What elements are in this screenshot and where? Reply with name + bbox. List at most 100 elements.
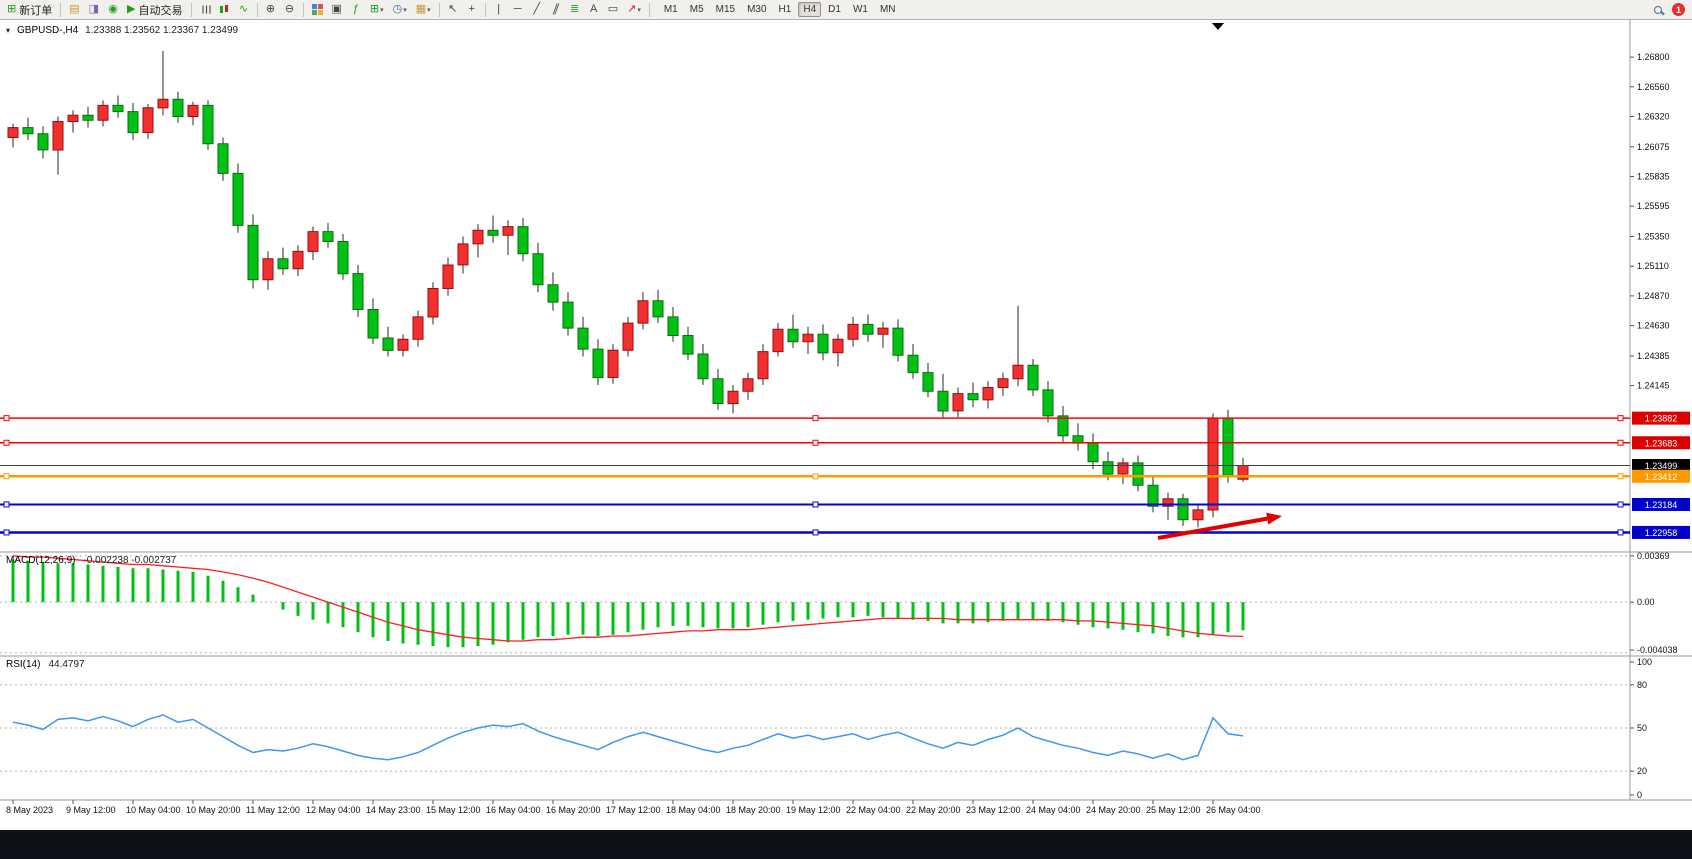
zoom-in-icon: ⊕ xyxy=(265,3,276,15)
line-handle[interactable] xyxy=(1617,473,1624,480)
chart-bars-button[interactable]: ☰ xyxy=(196,1,214,18)
line-handle[interactable] xyxy=(1617,501,1624,508)
line-handle[interactable] xyxy=(1617,439,1624,446)
arrows-tool-button[interactable]: ↗ ▾ xyxy=(623,1,645,18)
line-handle[interactable] xyxy=(3,501,10,508)
channel-icon: ∥ xyxy=(550,3,561,15)
chart-candles-button[interactable] xyxy=(215,1,234,18)
trendline-button[interactable]: ╱ xyxy=(528,1,546,18)
rsi-axis-label: 50 xyxy=(1637,723,1647,733)
price-tick-label: 1.24630 xyxy=(1637,321,1670,331)
arrow-shaft[interactable] xyxy=(1157,516,1268,540)
line-handle[interactable] xyxy=(1617,529,1624,536)
candles-layer xyxy=(7,50,1249,528)
label-tool-button[interactable]: ▭ xyxy=(604,1,622,18)
horizontal-line-button[interactable]: ─ xyxy=(509,1,527,18)
rsi-axis-label: 100 xyxy=(1637,657,1652,667)
time-tick-label: 14 May 23:00 xyxy=(366,805,421,815)
channel-button[interactable]: ∥ xyxy=(547,1,565,18)
indicators-list-button[interactable]: ƒ xyxy=(347,1,365,18)
chart-canvas[interactable]: 1.26800 1.26560 1.26320 1.26075 1.25835 1.255… xyxy=(0,20,1692,830)
line-handle[interactable] xyxy=(1617,415,1624,422)
line-handle[interactable] xyxy=(3,415,10,422)
profiles-button[interactable]: ◨ xyxy=(85,1,103,18)
time-tick-label: 23 May 12:00 xyxy=(966,805,1021,815)
bar-chart-icon: ☰ xyxy=(199,4,211,15)
timeframe-d1[interactable]: D1 xyxy=(828,4,841,15)
fibonacci-icon: ≣ xyxy=(570,3,580,15)
price-tick-label: 1.24870 xyxy=(1637,291,1670,301)
line-handle[interactable] xyxy=(812,473,819,480)
time-tick-label: 16 May 20:00 xyxy=(546,805,601,815)
chart-shift-marker xyxy=(1212,23,1224,30)
bearish-candles xyxy=(22,98,1234,521)
symbol-header: ▾ GBPUSD-,H4 1.23388 1.23562 1.23367 1.2… xyxy=(6,25,238,36)
line-handle[interactable] xyxy=(812,415,819,422)
timeframe-h4[interactable]: H4 xyxy=(798,2,822,17)
time-tick-label: 12 May 04:00 xyxy=(306,805,361,815)
time-tick-label: 11 May 12:00 xyxy=(246,805,300,815)
fibonacci-button[interactable]: ≣ xyxy=(566,1,584,18)
price-tick-label: 1.26800 xyxy=(1637,52,1670,62)
candle-wicks xyxy=(12,50,1244,528)
zoom-out-icon: ⊖ xyxy=(284,3,295,15)
new-order-button[interactable]: ⊞ 新订单 xyxy=(3,1,56,18)
price-line-label xyxy=(1632,459,1690,473)
price-line-label-text: 1.22958 xyxy=(1645,528,1678,538)
timeframe-m15[interactable]: M15 xyxy=(715,4,736,15)
tile-windows-button[interactable] xyxy=(308,1,327,18)
search-icon xyxy=(1654,5,1662,14)
price-axis[interactable]: 1.26800 1.26560 1.26320 1.26075 1.25835 1.255… xyxy=(1630,52,1690,800)
community-button[interactable]: ◉ xyxy=(104,1,122,18)
rsi-value: 44.4797 xyxy=(48,659,85,670)
rsi-title: RSI(14) xyxy=(6,659,41,670)
arrange-windows-button[interactable]: ▣ xyxy=(328,1,346,18)
timeframe-m5[interactable]: M5 xyxy=(689,4,704,15)
vertical-line-button[interactable]: | xyxy=(490,1,508,18)
time-tick-label: 9 May 12:00 xyxy=(66,805,116,815)
zoom-in-button[interactable]: ⊕ xyxy=(262,1,280,18)
cursor-button[interactable]: ↖ xyxy=(444,1,462,18)
template-button[interactable]: ▦ ▾ xyxy=(412,1,435,18)
auto-trading-label: 自动交易 xyxy=(138,4,183,17)
auto-trading-button[interactable]: ▶ 自动交易 xyxy=(123,1,186,18)
line-handle[interactable] xyxy=(3,439,10,446)
add-indicator-icon: ⊞ xyxy=(369,3,380,15)
timeframe-m30[interactable]: M30 xyxy=(747,4,767,15)
line-handle[interactable] xyxy=(812,501,819,508)
macd-values: -0.002238 -0.002737 xyxy=(83,555,177,566)
timeframe-mn[interactable]: MN xyxy=(879,4,896,15)
line-handle[interactable] xyxy=(3,529,10,536)
horizontal-lines[interactable] xyxy=(0,415,1630,536)
line-handle[interactable] xyxy=(812,529,819,536)
annotation-arrow[interactable] xyxy=(1157,512,1282,540)
chart-menu-icon[interactable]: ▾ xyxy=(6,26,11,35)
notification-badge[interactable]: 1 xyxy=(1672,3,1685,16)
chart-line-button[interactable]: ∿ xyxy=(235,1,253,18)
crosshair-button[interactable]: + xyxy=(463,1,481,18)
time-tick-label: 26 May 04:00 xyxy=(1206,805,1261,815)
line-handle[interactable] xyxy=(812,439,819,446)
text-tool-icon: A xyxy=(590,3,598,15)
timeframe-m1[interactable]: M1 xyxy=(663,4,678,15)
bottom-dark-bar xyxy=(0,830,1692,859)
timeframe-h1[interactable]: H1 xyxy=(778,4,792,15)
chevron-down-icon: ▾ xyxy=(427,6,431,14)
new-chart-button[interactable]: ▤ xyxy=(65,1,83,18)
toolbar-separator xyxy=(190,2,192,17)
time-tick-label: 22 May 20:00 xyxy=(906,805,961,815)
timeframe-w1[interactable]: W1 xyxy=(852,4,868,15)
timeframe-group: M1 M5 M15 M30 H1 H4 D1 W1 MN xyxy=(658,2,902,17)
text-tool-button[interactable]: A xyxy=(585,1,603,18)
rsi-line xyxy=(12,714,1244,761)
macd-signal-line xyxy=(12,555,1244,642)
time-tick-label: 17 May 12:00 xyxy=(606,805,661,815)
time-axis[interactable]: 8 May 2023 9 May 12:00 10 May 04:00 10 May … xyxy=(6,800,1261,815)
add-indicator-button[interactable]: ⊞ ▾ xyxy=(366,1,388,18)
new-chart-icon: ▤ xyxy=(69,3,80,15)
rsi-axis-label: 0 xyxy=(1637,790,1642,800)
line-handle[interactable] xyxy=(3,473,10,480)
periods-button[interactable]: ◷ ▾ xyxy=(389,1,411,18)
search-button[interactable] xyxy=(1649,1,1667,18)
zoom-out-button[interactable]: ⊖ xyxy=(281,1,299,18)
